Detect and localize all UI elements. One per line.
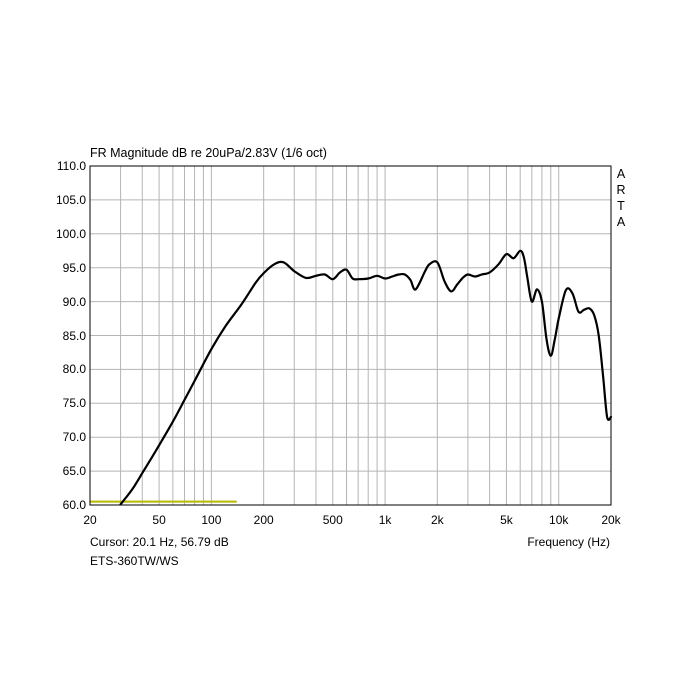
series-line bbox=[119, 249, 613, 506]
y-tick-label: 70.0 bbox=[62, 430, 86, 445]
y-tick-label: 60.0 bbox=[62, 498, 86, 512]
grid-lines bbox=[90, 166, 611, 505]
chart-title: FR Magnitude dB re 20uPa/2.83V (1/6 oct) bbox=[90, 146, 327, 160]
x-tick-label: 20 bbox=[83, 513, 97, 527]
x-tick-label: 5k bbox=[500, 513, 513, 527]
arta-letter: A bbox=[616, 167, 626, 181]
y-tick-label: 90.0 bbox=[62, 294, 86, 309]
y-tick-label: 80.0 bbox=[62, 362, 86, 377]
arta-letter: A bbox=[616, 215, 626, 229]
cursor-readout: Cursor: 20.1 Hz, 56.79 dB bbox=[90, 535, 229, 549]
y-tick-label: 105.0 bbox=[55, 192, 86, 207]
y-tick-label: 95.0 bbox=[62, 260, 86, 275]
y-tick-label: 110.0 bbox=[56, 159, 86, 173]
y-tick-label: 85.0 bbox=[62, 328, 86, 343]
arta-letter: R bbox=[616, 183, 626, 197]
x-tick-label: 200 bbox=[253, 513, 274, 527]
x-axis-label: Frequency (Hz) bbox=[527, 535, 610, 549]
arta-letter: T bbox=[617, 199, 625, 213]
plot-frame bbox=[89, 165, 612, 506]
y-tick-label: 65.0 bbox=[62, 464, 86, 479]
x-tick-label: 50 bbox=[152, 513, 166, 527]
x-tick-label: 2k bbox=[430, 513, 444, 527]
x-tick-label: 500 bbox=[322, 513, 343, 527]
series-lines bbox=[119, 249, 613, 506]
y-tick-label: 75.0 bbox=[62, 396, 86, 411]
x-tick-label: 1k bbox=[378, 513, 392, 527]
y-tick-label: 100.0 bbox=[55, 226, 86, 241]
x-tick-label: 10k bbox=[549, 513, 569, 527]
device-label: ETS-360TW/WS bbox=[90, 554, 179, 568]
x-tick-label: 100 bbox=[201, 513, 222, 527]
x-tick-label: 20k bbox=[601, 513, 621, 527]
